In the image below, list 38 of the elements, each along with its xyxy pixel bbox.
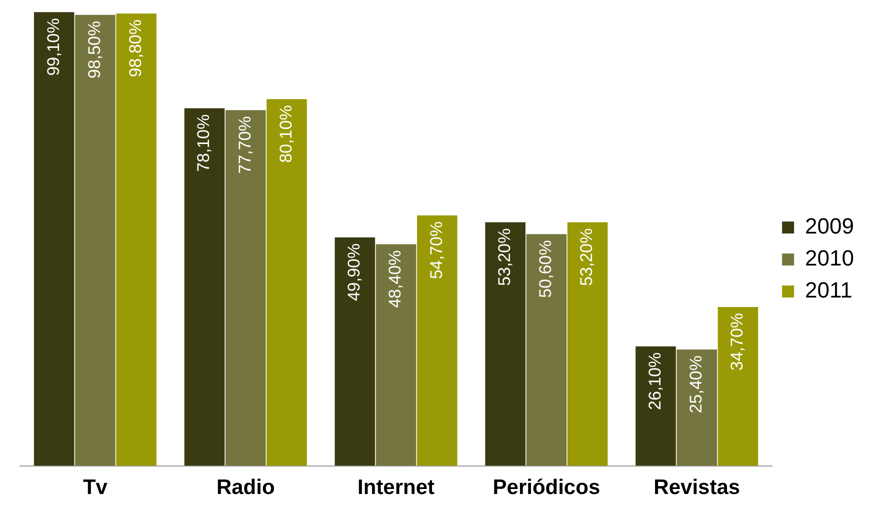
data-label: 80,10% — [276, 105, 296, 163]
bar — [416, 215, 458, 466]
data-label: 53,20% — [495, 228, 514, 286]
data-label: 48,40% — [386, 250, 405, 308]
bar — [526, 234, 567, 466]
x-tick-label: Internet — [358, 476, 435, 500]
legend-label: 2010 — [805, 246, 854, 271]
data-label: 34,70% — [728, 312, 747, 371]
bar — [718, 306, 758, 466]
data-label: 25,40% — [686, 356, 706, 414]
data-label: 49,90% — [344, 243, 364, 302]
data-label: 26,10% — [645, 352, 664, 410]
data-label: 54,70% — [426, 221, 446, 280]
data-label: 78,10% — [194, 114, 214, 172]
x-tick-label: Radio — [216, 476, 275, 500]
bar — [75, 14, 116, 466]
bar — [116, 13, 156, 466]
legend-label: 2009 — [805, 214, 854, 239]
data-label: 98,80% — [126, 19, 146, 78]
bar — [34, 12, 74, 466]
bar — [636, 346, 676, 466]
data-label: 98,50% — [84, 20, 104, 79]
data-label: 99,10% — [44, 18, 63, 76]
x-tick-label: Periódicos — [492, 476, 600, 500]
data-label: 50,60% — [536, 240, 556, 298]
data-label: 53,20% — [577, 228, 596, 286]
bar — [376, 244, 416, 466]
x-tick-label: Tv — [82, 476, 108, 500]
bar — [334, 237, 376, 466]
x-tick-label: Revistas — [654, 476, 740, 500]
legend-label: 2011 — [805, 278, 852, 303]
bar — [184, 108, 225, 466]
bar — [567, 222, 608, 466]
bar — [485, 222, 526, 466]
data-label: 77,70% — [235, 116, 254, 174]
bar — [266, 99, 307, 466]
bar — [676, 350, 717, 466]
bar — [225, 110, 266, 466]
